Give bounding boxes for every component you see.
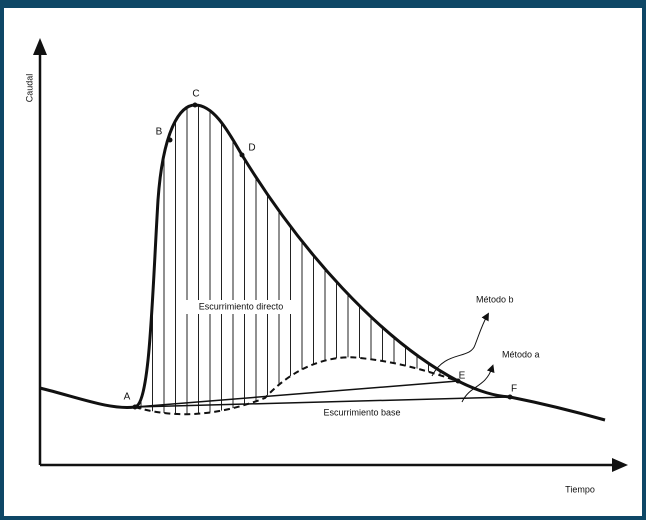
point (507, 394, 513, 400)
baseline-a (134, 396, 511, 408)
point-label: A (124, 392, 131, 403)
point (132, 404, 138, 410)
y-arrow (33, 38, 47, 55)
baseline-dashed (134, 356, 459, 416)
point (239, 152, 245, 158)
hatching (140, 105, 452, 415)
point-label: B (156, 127, 163, 138)
point (192, 102, 198, 108)
point-label: D (248, 143, 255, 154)
method-b-arrow (431, 312, 489, 377)
y-axis-label: Caudal (24, 74, 34, 103)
point (455, 378, 461, 384)
region-label: Escurrimiento directo (199, 301, 284, 311)
x-axis-label: Tiempo (565, 484, 595, 494)
label-bg (183, 300, 299, 314)
point (167, 137, 173, 143)
method-a-arrow (461, 364, 495, 403)
x-arrow (612, 458, 628, 472)
baseline-e (134, 380, 459, 408)
region-label: Escurrimiento base (323, 407, 400, 417)
point-label: C (192, 89, 199, 100)
point-label: F (511, 384, 517, 395)
point-label: E (459, 371, 466, 382)
method-label: Método b (476, 294, 514, 304)
method-label: Método a (502, 349, 540, 359)
hydrograph-curve (39, 103, 606, 422)
